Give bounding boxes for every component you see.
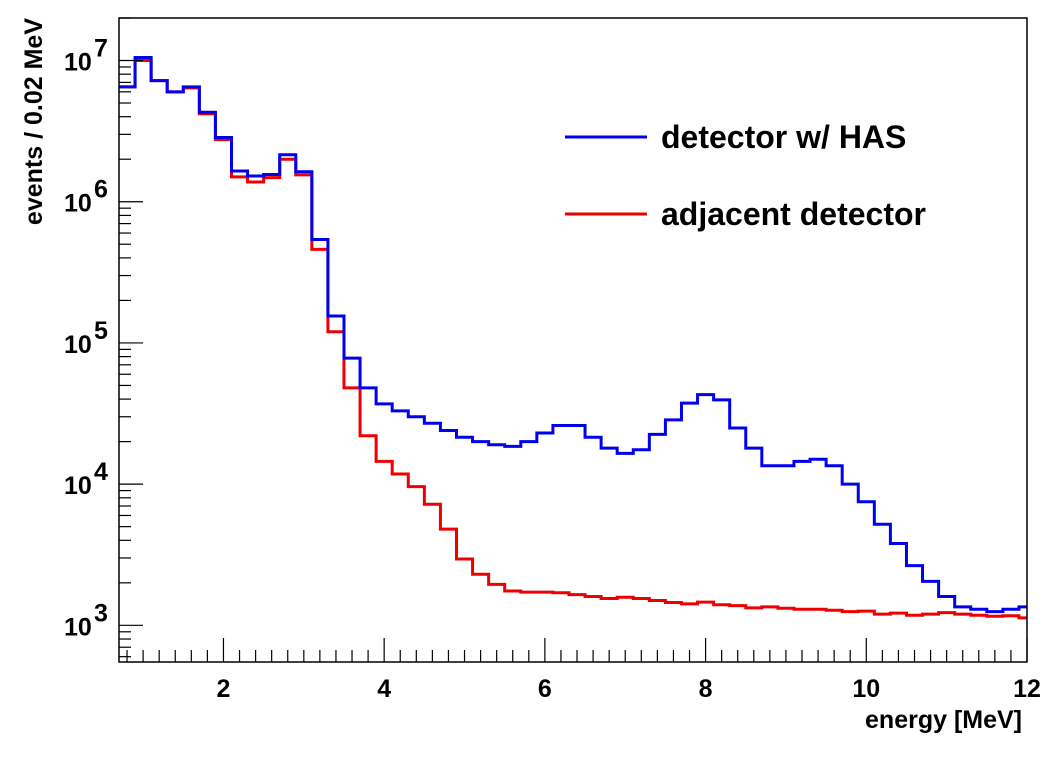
y-tick-base: 10 xyxy=(64,472,92,500)
x-tick-label: 6 xyxy=(538,675,552,703)
y-tick-label: 107 xyxy=(64,35,108,77)
legend-label-1: adjacent detector xyxy=(661,196,926,232)
series-line-1 xyxy=(119,59,1027,620)
legend-label-0: detector w/ HAS xyxy=(661,119,906,155)
y-tick-base: 10 xyxy=(64,49,92,77)
y-axis-title: events / 0.02 MeV xyxy=(20,18,48,225)
y-tick-label: 10 5 xyxy=(64,317,108,359)
y-tick-exponent: 5 xyxy=(94,317,108,345)
y-tick-base: 10 xyxy=(64,331,92,359)
y-tick-label: 10 3 xyxy=(64,599,108,641)
y-tick-base: 10 xyxy=(64,190,92,218)
y-tick-label: 10 6 xyxy=(64,176,108,218)
x-tick-label: 8 xyxy=(699,675,713,703)
y-tick-label: 10 4 xyxy=(64,458,108,500)
series-line-0 xyxy=(119,56,1027,614)
x-tick-label: 10 xyxy=(852,675,880,703)
x-tick-label: 2 xyxy=(217,675,231,703)
y-tick-exponent: 3 xyxy=(94,599,108,627)
y-tick-exponent: 4 xyxy=(94,458,108,486)
plot-frame xyxy=(118,17,1028,663)
x-axis-title: energy [MeV] xyxy=(865,706,1022,734)
x-tick-label: 4 xyxy=(377,675,391,703)
x-axis: 2 4 6 8 10 12 xyxy=(126,638,1041,703)
plot-series xyxy=(119,56,1027,620)
legend: detector w/ HAS adjacent detector xyxy=(565,119,926,232)
y-tick-exponent: 7 xyxy=(94,35,108,63)
y-tick-exponent: 6 xyxy=(94,176,108,204)
y-tick-base: 10 xyxy=(64,613,92,641)
x-tick-label: 12 xyxy=(1013,675,1041,703)
